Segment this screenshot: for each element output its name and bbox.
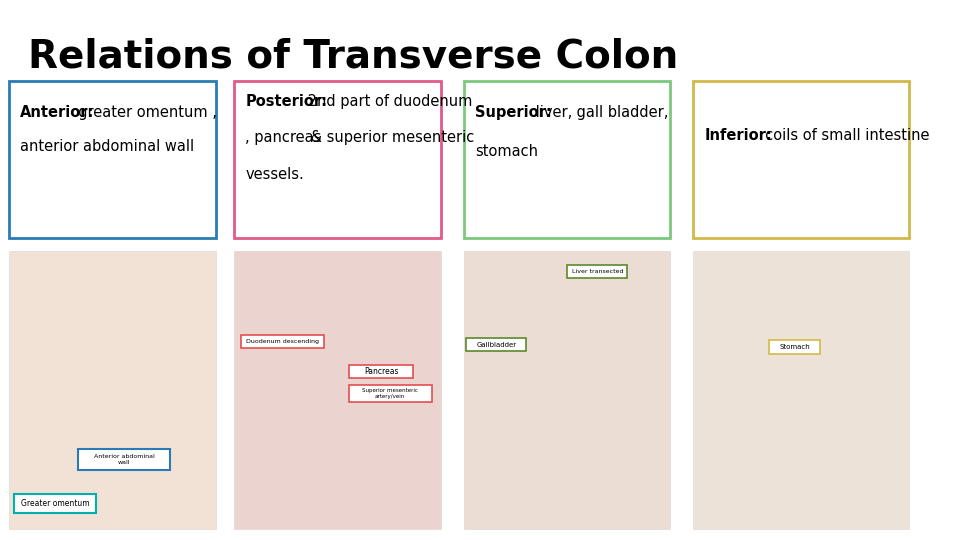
Text: Inferior:: Inferior: xyxy=(705,129,772,143)
FancyBboxPatch shape xyxy=(567,265,627,278)
Text: stomach: stomach xyxy=(474,144,538,159)
FancyBboxPatch shape xyxy=(693,81,909,238)
FancyBboxPatch shape xyxy=(693,251,909,529)
Text: Duodenum descending: Duodenum descending xyxy=(247,339,320,344)
FancyBboxPatch shape xyxy=(348,364,413,378)
FancyBboxPatch shape xyxy=(234,251,441,529)
FancyBboxPatch shape xyxy=(467,338,526,351)
FancyBboxPatch shape xyxy=(464,251,670,529)
Text: anterior abdominal wall: anterior abdominal wall xyxy=(20,139,194,154)
Text: liver,: liver, xyxy=(531,105,572,120)
Text: vessels.: vessels. xyxy=(245,167,304,183)
Text: greater omentum ,: greater omentum , xyxy=(69,105,217,120)
Text: coils of small intestine: coils of small intestine xyxy=(756,129,929,143)
Text: Liver transected: Liver transected xyxy=(572,269,623,274)
FancyBboxPatch shape xyxy=(10,81,216,238)
Text: Anterior abdominal
wall: Anterior abdominal wall xyxy=(93,454,155,465)
FancyBboxPatch shape xyxy=(234,81,441,238)
Text: Superior mesenteric
artery/vein: Superior mesenteric artery/vein xyxy=(362,388,419,399)
Text: Gallbladder: Gallbladder xyxy=(477,341,516,348)
FancyBboxPatch shape xyxy=(13,494,96,513)
FancyBboxPatch shape xyxy=(348,385,432,402)
Text: Anterior:: Anterior: xyxy=(20,105,95,120)
Text: Relations of Transverse Colon: Relations of Transverse Colon xyxy=(28,38,678,76)
Text: Stomach: Stomach xyxy=(780,343,810,350)
Text: & superior mesenteric: & superior mesenteric xyxy=(305,130,474,145)
FancyBboxPatch shape xyxy=(78,449,170,470)
Text: Greater omentum: Greater omentum xyxy=(21,499,89,508)
Text: , pancreas: , pancreas xyxy=(245,130,322,145)
FancyBboxPatch shape xyxy=(242,335,324,348)
FancyBboxPatch shape xyxy=(10,251,216,529)
FancyBboxPatch shape xyxy=(770,340,820,354)
Text: Pancreas: Pancreas xyxy=(364,367,398,376)
Text: Posterior:: Posterior: xyxy=(245,94,327,109)
Text: gall bladder,: gall bladder, xyxy=(572,105,668,120)
Text: 2nd part of duodenum: 2nd part of duodenum xyxy=(303,94,472,109)
FancyBboxPatch shape xyxy=(464,81,670,238)
Text: Superior:: Superior: xyxy=(474,105,551,120)
